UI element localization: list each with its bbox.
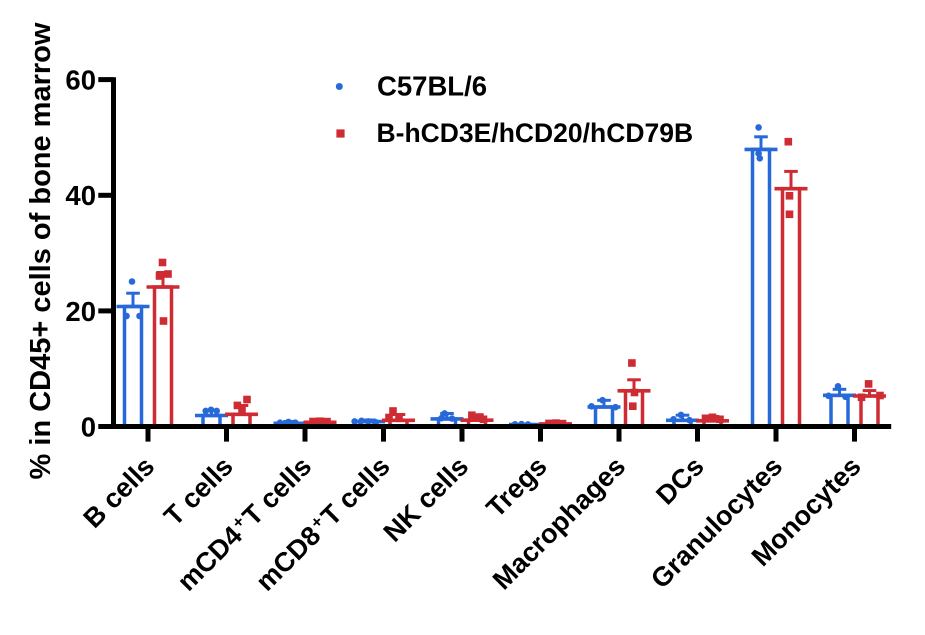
svg-text:60: 60: [65, 65, 96, 96]
svg-text:C57BL/6: C57BL/6: [377, 71, 487, 102]
svg-text:40: 40: [65, 180, 96, 211]
svg-text:0: 0: [81, 411, 96, 442]
svg-text:B-hCD3E/hCD20/hCD79B: B-hCD3E/hCD20/hCD79B: [377, 118, 694, 148]
svg-text:% in CD45+ cells of bone marro: % in CD45+ cells of bone marrow: [25, 22, 57, 479]
svg-text:20: 20: [65, 296, 96, 327]
